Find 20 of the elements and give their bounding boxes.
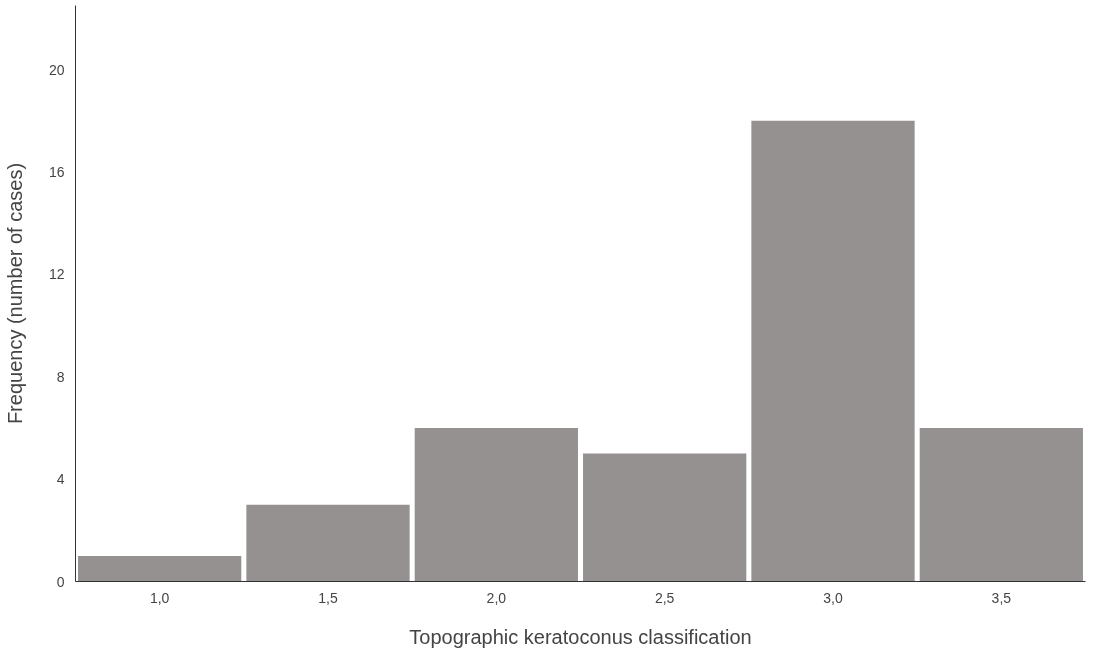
x-tick-label: 2,5: [654, 589, 675, 606]
x-tick-label: 1,0: [149, 589, 170, 606]
x-tick-label: 1,5: [318, 589, 338, 606]
y-tick-label: 16: [48, 163, 65, 180]
y-axis-title: Frequency (number of cases): [3, 162, 26, 425]
x-axis-title: Topographic keratoconus classification: [409, 625, 752, 648]
x-tick-label: 2,0: [486, 589, 507, 606]
y-tick-label: 8: [56, 368, 65, 385]
bar: [751, 120, 915, 582]
bar: [583, 453, 747, 582]
bar: [919, 427, 1083, 582]
y-tick-label: 20: [48, 61, 65, 78]
y-tick-label: 0: [56, 573, 65, 590]
bar: [246, 504, 410, 582]
y-tick-label: 4: [56, 471, 65, 488]
bar: [78, 555, 242, 582]
x-tick-label: 3,5: [991, 589, 1012, 606]
x-tick-label: 3,0: [823, 589, 843, 606]
y-tick-label: 12: [48, 266, 65, 283]
bar: [414, 427, 578, 582]
